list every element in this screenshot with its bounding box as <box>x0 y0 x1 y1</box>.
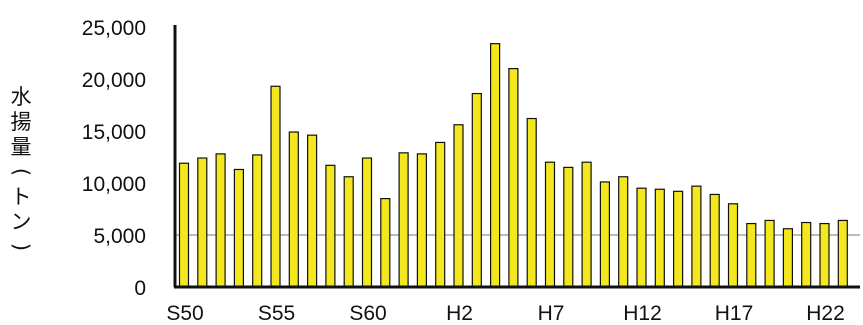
y-tick-label: 15,000 <box>82 121 146 144</box>
bar <box>837 219 848 288</box>
x-tick-label: S60 <box>349 302 386 325</box>
bar <box>416 153 427 288</box>
bar <box>215 153 226 288</box>
y-tick-label: 25,000 <box>82 17 146 40</box>
y-axis-label-char: 量 <box>11 135 32 159</box>
bar <box>801 221 812 288</box>
x-tick-label: S55 <box>258 302 295 325</box>
y-axis-label-char: ト <box>11 185 32 209</box>
bar <box>453 124 464 288</box>
bars <box>178 43 848 288</box>
x-tick-label: H22 <box>806 302 845 325</box>
y-axis-ticks: 0 5,000 10,000 15,000 20,000 25,000 <box>82 17 146 300</box>
bar <box>270 85 281 288</box>
bar <box>691 185 702 288</box>
x-tick-label: H12 <box>623 302 662 325</box>
bar <box>288 131 299 288</box>
bar <box>709 193 720 288</box>
x-tick-label: H2 <box>446 302 473 325</box>
bar <box>764 219 775 288</box>
bar <box>618 176 629 288</box>
bar <box>435 141 446 288</box>
bar <box>581 161 592 288</box>
bar <box>343 176 354 288</box>
bar <box>782 228 794 288</box>
bar <box>398 152 409 288</box>
bar <box>490 43 501 288</box>
y-tick-label: 10,000 <box>82 173 146 196</box>
bar <box>380 198 391 288</box>
bar <box>526 117 537 288</box>
bar <box>233 168 244 288</box>
x-axis-ticks: S50 S55 S60 H2 H7 H12 H17 H22 <box>166 302 844 325</box>
bar <box>471 92 482 288</box>
bar <box>672 190 684 288</box>
bar <box>178 162 190 288</box>
bar <box>636 187 647 288</box>
bar <box>544 161 556 288</box>
bar <box>325 164 336 288</box>
y-axis-label-char: ) <box>9 243 33 251</box>
y-axis-label-char: ( <box>9 168 33 176</box>
y-axis-label-char: ン <box>11 210 32 234</box>
bar <box>252 154 263 288</box>
bar <box>197 157 208 288</box>
bar <box>746 222 757 288</box>
bar <box>654 188 665 288</box>
y-axis-label-char: 揚 <box>11 110 32 134</box>
y-tick-label: 0 <box>134 277 146 300</box>
bar <box>599 181 611 288</box>
x-tick-label: H7 <box>538 302 565 325</box>
bar <box>727 203 739 288</box>
bar <box>361 157 373 288</box>
x-tick-label: H17 <box>715 302 754 325</box>
bar <box>563 166 574 288</box>
y-axis-label-char: 水 <box>11 85 32 109</box>
y-axis-label: 水揚量 ( トン) <box>9 85 33 251</box>
bar <box>307 134 318 288</box>
y-tick-label: 20,000 <box>82 69 146 92</box>
x-tick-label: S50 <box>166 302 203 325</box>
bar <box>819 222 830 288</box>
y-tick-label: 5,000 <box>93 225 146 248</box>
bar <box>508 67 519 288</box>
